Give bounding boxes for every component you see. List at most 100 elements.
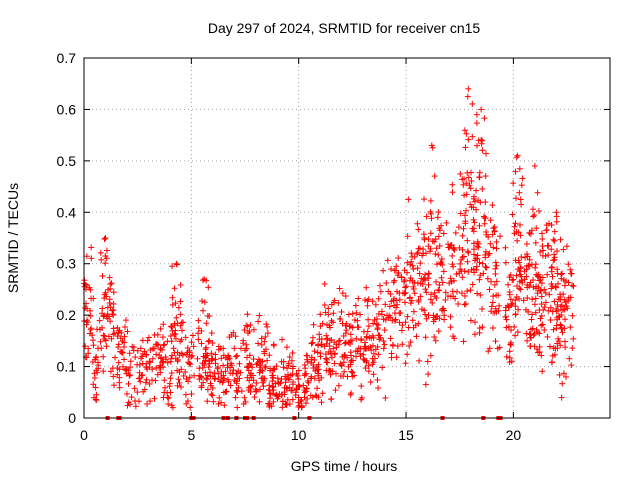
data-point-peak — [512, 168, 519, 175]
y-tick-label: 0.3 — [57, 256, 77, 272]
data-point — [550, 257, 557, 264]
data-point — [304, 358, 311, 365]
data-point — [509, 277, 516, 284]
data-point — [557, 321, 564, 328]
data-point — [298, 396, 305, 403]
data-point — [125, 380, 132, 387]
data-point — [206, 369, 213, 376]
data-point — [547, 317, 554, 324]
data-point — [110, 325, 117, 332]
data-point — [143, 351, 150, 358]
data-point — [464, 288, 471, 295]
data-point — [172, 330, 179, 337]
data-point-peak — [97, 249, 104, 256]
data-point-peak — [424, 275, 431, 282]
data-point — [137, 378, 144, 385]
data-point — [391, 310, 398, 317]
data-point — [251, 394, 258, 401]
data-point — [283, 385, 290, 392]
data-point — [490, 293, 497, 300]
data-point — [137, 345, 144, 352]
data-point-peak — [478, 106, 485, 113]
data-point — [106, 274, 113, 281]
data-point-peak — [553, 209, 560, 216]
data-point — [483, 231, 490, 238]
data-point — [417, 280, 424, 287]
data-point-peak — [102, 235, 109, 241]
data-point — [569, 345, 576, 352]
data-point-peak — [532, 264, 539, 271]
data-point — [539, 236, 546, 243]
data-point — [554, 266, 561, 273]
data-point-peak — [462, 144, 469, 151]
data-point — [256, 358, 263, 365]
data-point — [341, 368, 348, 375]
data-point — [369, 355, 376, 362]
data-point — [476, 276, 483, 283]
data-point — [208, 330, 215, 337]
data-point — [508, 301, 515, 308]
data-point — [392, 316, 399, 323]
data-point — [204, 372, 211, 379]
data-point-peak — [102, 289, 109, 296]
data-point — [236, 360, 243, 367]
data-point — [428, 291, 435, 298]
data-point — [464, 258, 471, 265]
data-point — [562, 338, 569, 345]
data-point — [266, 395, 273, 402]
data-point — [512, 303, 519, 310]
data-point — [286, 354, 293, 361]
data-point-peak — [195, 325, 202, 332]
data-point — [302, 388, 309, 395]
data-point — [265, 386, 272, 393]
data-point — [315, 394, 322, 401]
data-point — [343, 327, 350, 334]
data-point — [436, 227, 443, 234]
data-point-peak — [201, 276, 208, 283]
data-point — [317, 350, 324, 357]
data-point — [471, 219, 478, 226]
data-point — [422, 334, 429, 341]
data-point — [423, 289, 430, 296]
y-axis-title: SRMTID / TECUs — [5, 183, 21, 293]
data-point — [401, 277, 408, 284]
data-point — [349, 324, 356, 331]
data-point — [234, 404, 241, 411]
data-point — [516, 221, 523, 228]
data-point-peak — [514, 152, 521, 159]
data-point — [518, 182, 525, 189]
data-point-peak — [510, 180, 517, 187]
data-point — [384, 257, 391, 264]
data-point — [328, 354, 335, 361]
data-point — [365, 316, 372, 323]
data-point — [280, 364, 287, 371]
data-point — [194, 355, 201, 362]
data-point — [459, 254, 466, 261]
data-point — [268, 403, 275, 410]
data-point — [497, 233, 504, 240]
data-point — [502, 304, 509, 311]
data-point — [459, 246, 466, 253]
data-point — [224, 356, 231, 363]
data-point — [332, 350, 339, 357]
data-point — [391, 277, 398, 284]
data-point — [295, 394, 302, 401]
data-point — [325, 305, 332, 312]
data-point — [568, 362, 575, 369]
data-point-peak — [171, 349, 178, 356]
data-point — [121, 356, 128, 363]
data-point — [221, 375, 228, 382]
data-point — [318, 341, 325, 348]
data-point — [134, 389, 141, 396]
data-point — [399, 341, 406, 348]
data-point — [177, 298, 184, 305]
data-point — [435, 328, 442, 335]
points-layer — [81, 85, 577, 420]
data-point — [488, 303, 495, 310]
data-point — [415, 320, 422, 327]
data-point — [459, 232, 466, 239]
data-point-peak — [175, 304, 182, 311]
data-point — [143, 376, 150, 383]
x-tick-label: 15 — [398, 427, 414, 443]
data-point — [492, 265, 499, 272]
